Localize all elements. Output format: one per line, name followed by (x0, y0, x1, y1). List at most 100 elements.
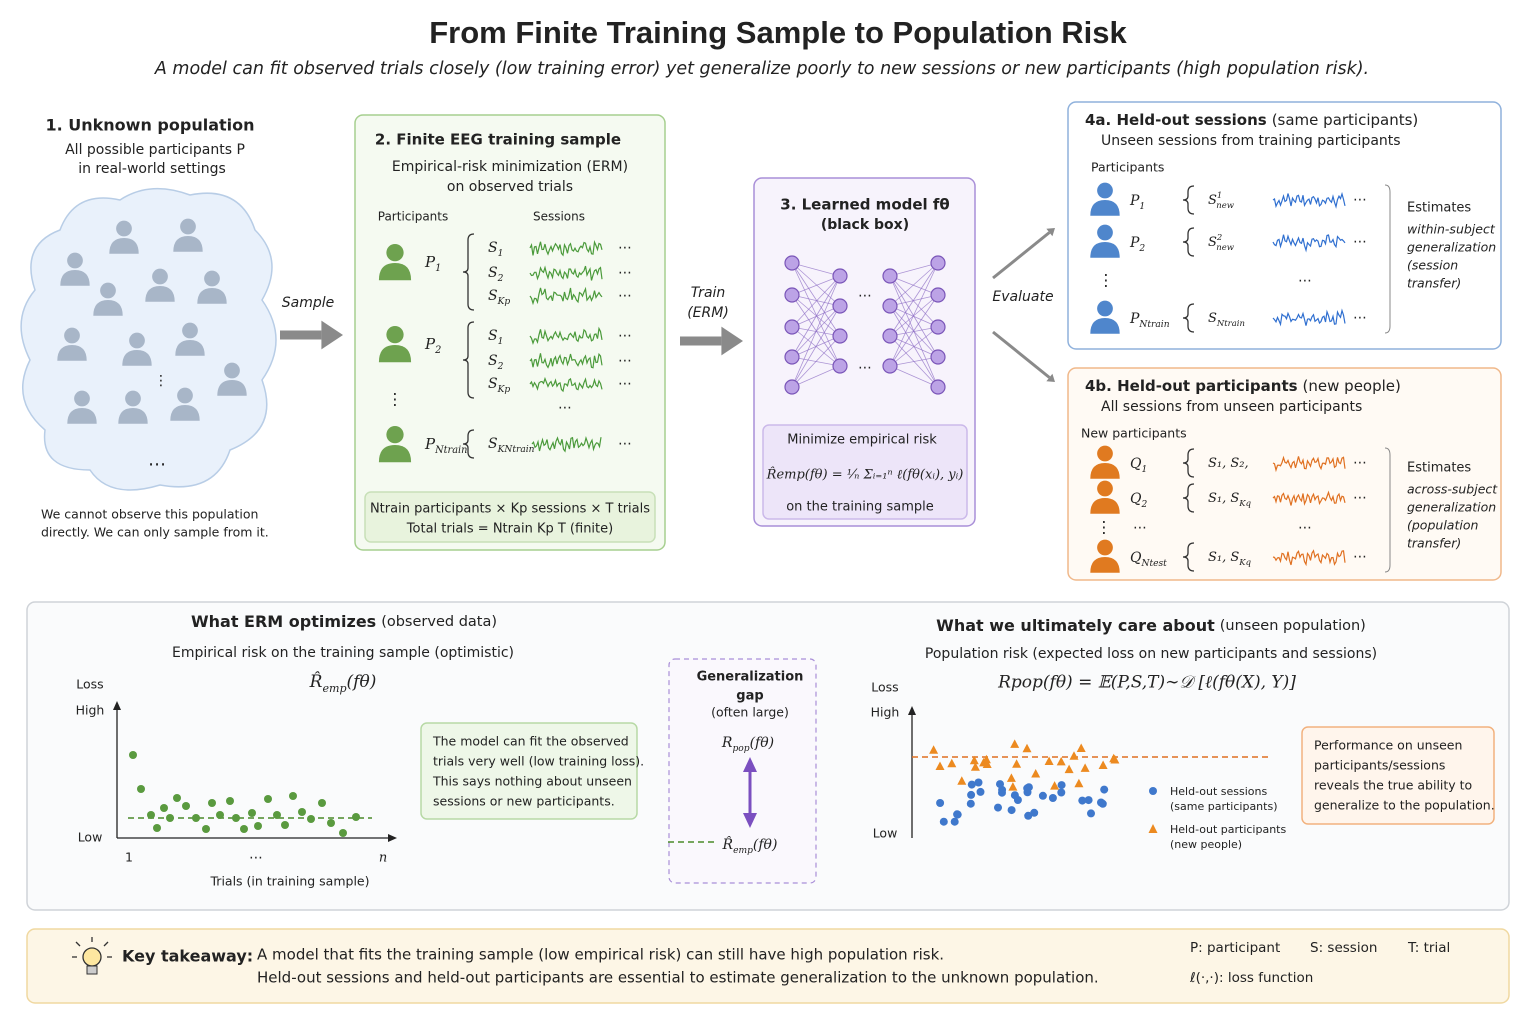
training-point (273, 811, 281, 819)
person-body (60, 270, 90, 286)
person-body (1090, 463, 1120, 479)
arrow-head (1046, 373, 1055, 382)
heldout-participant-point (1098, 760, 1108, 769)
session-label: SKNtrain (488, 436, 535, 455)
brace (1182, 448, 1195, 478)
axis-label: High (871, 705, 900, 720)
bulb-icon (72, 937, 112, 975)
heldout-participant-point (1056, 756, 1066, 766)
estimates-desc: generalization (1407, 500, 1496, 515)
network-edge (791, 262, 841, 367)
ellipsis: ⋯ (618, 436, 632, 452)
brace (1182, 542, 1195, 572)
session-label-base: S (488, 376, 498, 392)
network-node (930, 255, 946, 271)
gap-formula-sub: emp (733, 846, 753, 856)
heldout-session-point (950, 817, 959, 826)
participant-label: PNtrain (1129, 311, 1170, 330)
heldout-participant-point (935, 761, 945, 770)
person-body (57, 345, 87, 361)
ellipsis: ⋮ (387, 390, 403, 409)
ellipsis: ⋯ (618, 328, 632, 344)
ellipsis: ⋯ (618, 288, 632, 304)
panel-formula: Rpop(fθ) = 𝔼(P,S,T)∼𝒟 [ℓ(fθ(X), Y)] (997, 673, 1296, 693)
heldout-participant-point (1006, 773, 1016, 782)
training-point (166, 814, 174, 822)
participant-label-sub: 2 (1138, 244, 1145, 254)
gap-formula-base: R̂ (722, 835, 734, 853)
person-head (67, 252, 83, 269)
person-head (116, 220, 132, 237)
training-point (226, 797, 234, 805)
session-label-base: S (488, 328, 498, 344)
network-edge (889, 262, 939, 337)
participant-label-sub: 1 (1139, 202, 1145, 212)
session-label-sub: Kp (497, 297, 511, 307)
heldout-session-point (1023, 784, 1032, 793)
ellipsis: ⋯ (858, 360, 872, 376)
training-point (352, 813, 360, 821)
axis-label: Low (873, 826, 898, 841)
participant-label: QNtest (1130, 550, 1167, 569)
heldout-session-point (1038, 791, 1047, 800)
eeg-wave (1272, 308, 1346, 327)
panel-formula-base: R̂ (309, 671, 323, 691)
person-icon (93, 282, 123, 316)
heldout-participant-point (969, 755, 979, 765)
network-node (930, 379, 946, 395)
training-point (289, 792, 297, 800)
person-icon (109, 220, 139, 254)
participant-label-sub: Ntrain (434, 445, 467, 456)
panel-formula: R̂emp(fθ) (309, 671, 377, 694)
person-icon (175, 322, 205, 356)
participant-label-base: P (1129, 193, 1140, 209)
training-point (137, 785, 145, 793)
training-point (318, 799, 326, 807)
person-icon (378, 426, 412, 463)
heldout-participant-point (1069, 751, 1079, 760)
training-point (339, 829, 347, 837)
person-head (204, 270, 220, 287)
heldout-participant-point (929, 745, 939, 754)
session-label-sub: Kq (1238, 498, 1251, 508)
person-body (122, 350, 152, 366)
network-edge (791, 262, 841, 307)
eeg-wave (1272, 191, 1346, 209)
gap-box (668, 658, 817, 884)
objective-formula: R̂emp(fθ) = ¹⁄ₙ Σᵢ₌₁ⁿ ℓ(fθ(xᵢ), yᵢ) (766, 466, 964, 482)
participant-label: PNtrain (424, 435, 467, 456)
session-label-sup: 2 (1216, 232, 1222, 242)
estimates-label: Estimates (1407, 461, 1471, 476)
legend-label: Held-out participants (1170, 823, 1286, 836)
arrow-shaft (992, 330, 1051, 379)
legend-marker (1149, 787, 1157, 795)
network-edge (889, 262, 939, 367)
heldout-session-point (1087, 809, 1095, 818)
heldout-participant-point (1074, 778, 1084, 788)
legend-marker (1148, 824, 1158, 833)
network-edge (889, 305, 939, 328)
network-node (882, 328, 898, 344)
arrow-head (321, 320, 343, 350)
heldout-session-point (1057, 788, 1066, 797)
ellipsis: ⋯ (249, 850, 263, 866)
person-body (109, 238, 139, 254)
panel-desc: Population risk (expected loss on new pa… (925, 646, 1377, 662)
network-node (930, 349, 946, 365)
takeaway-label: Key takeaway: (122, 947, 253, 966)
gap-title: Generalization (697, 670, 804, 685)
person-icon (57, 327, 87, 361)
person-body (1090, 557, 1120, 573)
network-node (882, 268, 898, 284)
heldout-session-point (1084, 796, 1093, 805)
session-label-sub: KNtrain (497, 445, 535, 455)
legend-label: (new people) (1170, 838, 1242, 851)
summary-line: Ntrain participants × Kp sessions × T tr… (370, 502, 650, 517)
session-label-base: S (488, 288, 498, 304)
person-body (378, 445, 412, 463)
heldout-participant-point (1022, 743, 1032, 753)
objective-box (762, 424, 968, 520)
gap-title: gap (736, 689, 763, 704)
notation-legend: S: session (1310, 940, 1377, 956)
heldout-session-point (974, 778, 983, 787)
